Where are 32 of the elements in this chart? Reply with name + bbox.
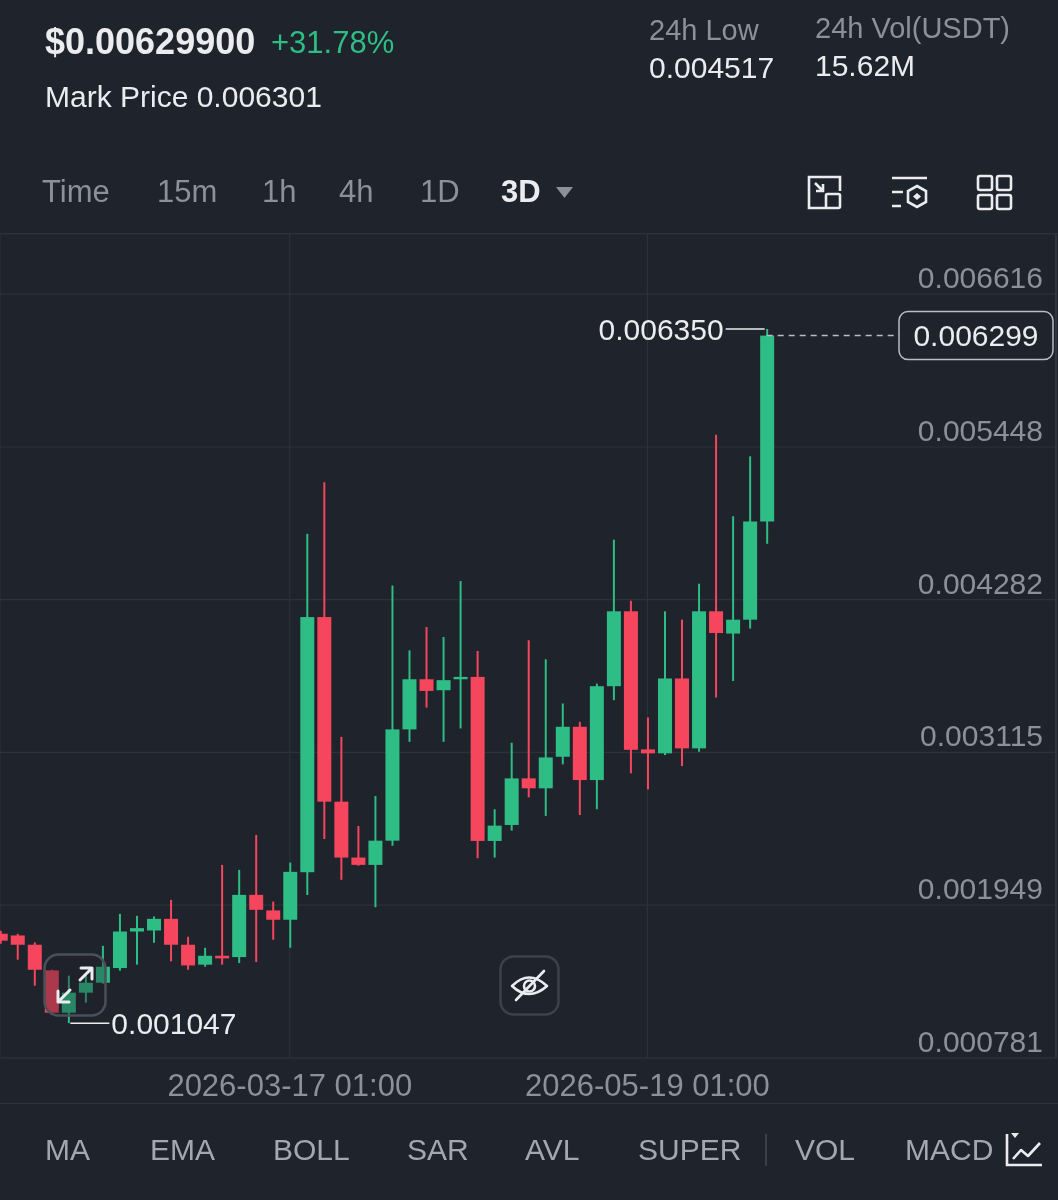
annotation: 0.006350 xyxy=(598,312,724,346)
x-tick-label: 2026-05-19 01:00 xyxy=(525,1068,770,1104)
text: +31.78% xyxy=(271,24,395,62)
y-tick-label: 0.005448 xyxy=(917,414,1043,447)
text: Time xyxy=(42,173,110,211)
y-tick-label: 0.003115 xyxy=(920,719,1043,753)
text: 1h xyxy=(262,173,297,211)
text: 4h xyxy=(339,173,374,211)
text: 24h Vol(USDT) xyxy=(815,10,1011,46)
text: SUPER xyxy=(638,1132,742,1168)
text: 0.004517 xyxy=(649,50,775,86)
ref-line-label: 0.006299 xyxy=(913,319,1039,353)
y-tick-label: 0.001949 xyxy=(917,872,1043,906)
text: 24h Low xyxy=(649,12,759,48)
text: VOL xyxy=(795,1132,856,1168)
annotation: 0.001047 xyxy=(111,1006,237,1040)
text: AVL xyxy=(525,1132,580,1168)
text: SAR xyxy=(407,1132,469,1168)
text: MA xyxy=(45,1132,90,1168)
text: $0.00629900 xyxy=(45,20,256,64)
text: 3D xyxy=(501,173,541,211)
y-tick-label: 0.004282 xyxy=(917,566,1043,600)
text: 1D xyxy=(420,173,460,211)
x-tick-label: 2026-03-17 01:00 xyxy=(167,1068,413,1104)
text: BOLL xyxy=(273,1132,350,1168)
text: 15m xyxy=(157,173,218,211)
text: Mark Price 0.006301 xyxy=(45,79,322,115)
y-tick-label: 0.006616 xyxy=(917,261,1043,295)
text: MACD xyxy=(905,1132,994,1168)
text: 15.62M xyxy=(815,48,916,84)
text: EMA xyxy=(150,1132,216,1168)
y-tick-label: 0.000781 xyxy=(917,1025,1043,1058)
